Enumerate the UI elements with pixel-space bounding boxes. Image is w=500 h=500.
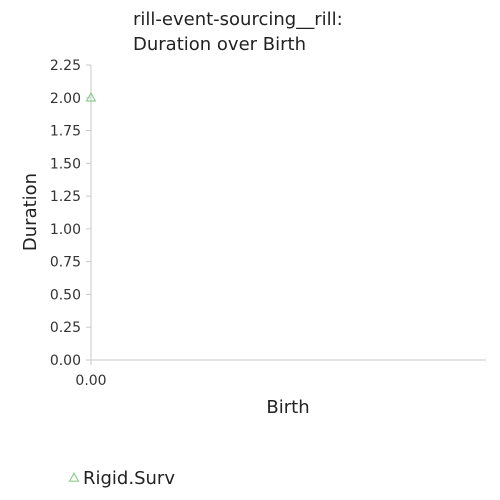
axes	[90, 65, 486, 361]
y-tick-label: 0.00	[50, 353, 81, 369]
chart-title-line-2: Duration over Birth	[133, 34, 306, 55]
y-tick-label: 1.75	[50, 124, 81, 140]
x-axis-label: Birth	[266, 397, 309, 418]
data-point	[85, 91, 97, 102]
y-tick-label: 2.25	[50, 58, 81, 74]
x-tick-label: 0.00	[75, 373, 106, 389]
y-tick-label: 0.75	[50, 255, 81, 271]
legend-label: Rigid.Surv	[83, 468, 175, 489]
data-points	[85, 91, 97, 102]
chart-title: rill-event-sourcing__rill: Duration over…	[133, 9, 343, 55]
y-tick-label: 1.00	[50, 222, 81, 238]
legend-marker	[68, 471, 80, 482]
y-tick-label: 2.00	[50, 91, 81, 107]
chart-title-line-1: rill-event-sourcing__rill:	[133, 9, 343, 30]
x-axis-ticks: 0.00	[75, 360, 107, 389]
y-tick-label: 1.50	[50, 156, 81, 172]
legend: Rigid.Surv	[68, 468, 175, 489]
y-tick-label: 0.25	[50, 320, 81, 336]
y-tick-label: 1.25	[50, 189, 81, 205]
y-tick-label: 0.50	[50, 287, 81, 303]
y-axis-label: Duration	[20, 173, 41, 251]
y-axis-ticks: 0.00 0.25 0.50 0.75 1.00 1.25 1.50 1.75 2.00 2.25	[50, 58, 91, 369]
